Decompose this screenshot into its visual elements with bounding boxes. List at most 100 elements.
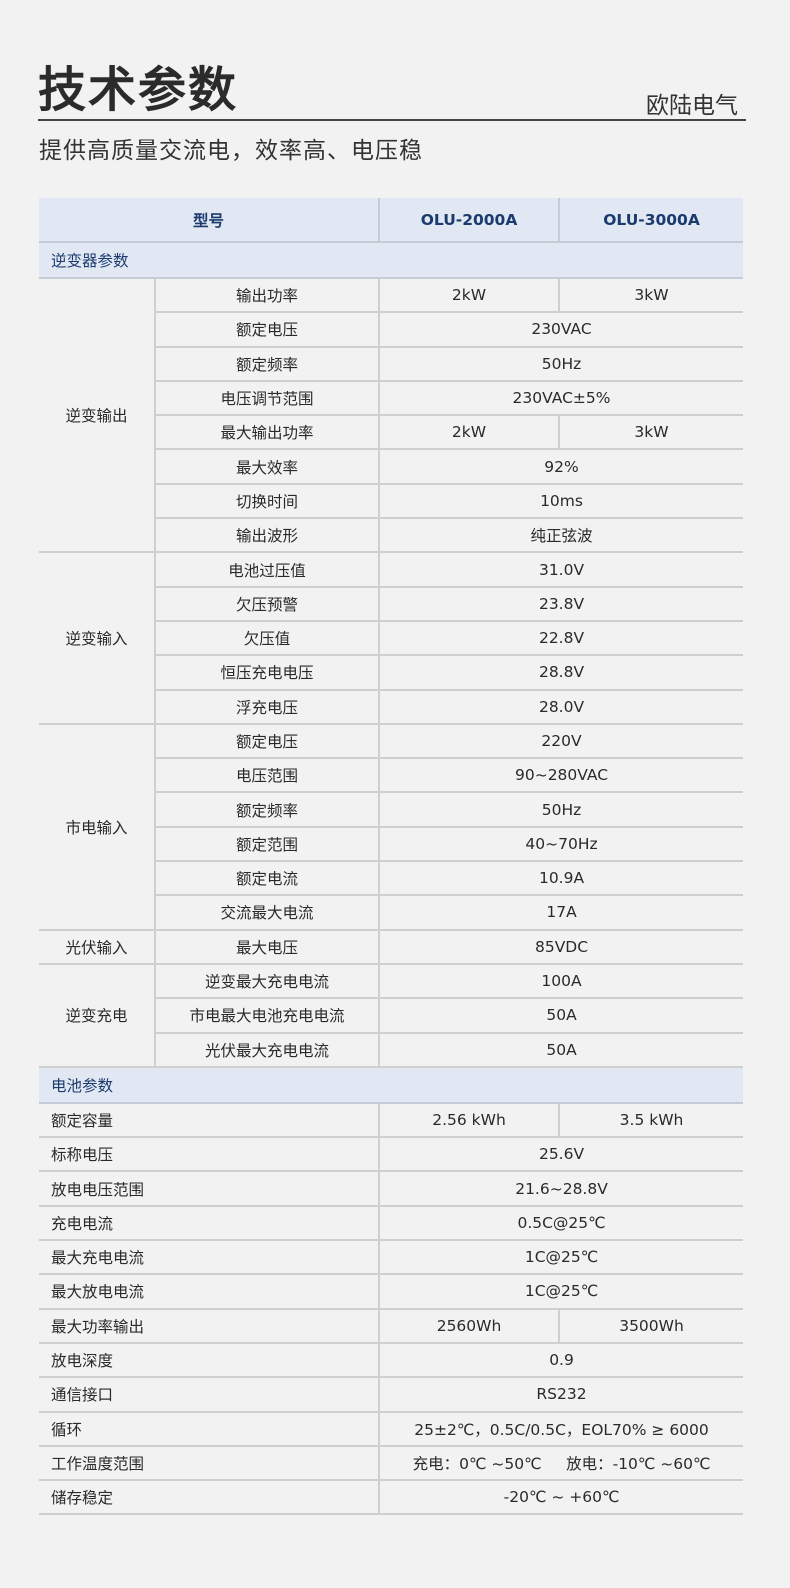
table-row: 放电电压范围 21.6~28.8V	[39, 1171, 744, 1207]
table-row: 欠压值 22.8V	[39, 620, 744, 657]
section-row: 逆变器参数	[39, 242, 744, 279]
table-row: 光伏输入 最大电压 85VDC	[39, 929, 744, 965]
param-name: 额定范围	[153, 826, 380, 863]
section-title: 电池参数	[39, 1066, 744, 1104]
param-name: 欠压预警	[153, 586, 380, 622]
param-value: 10.9A	[378, 861, 744, 897]
param-value: 25±2℃，0.5C/0.5C，EOL70% ≥ 6000	[378, 1411, 744, 1447]
model-name: OLU-2000A	[378, 198, 560, 243]
table-row: 电压调节范围 230VAC±5%	[39, 380, 744, 417]
table-row: 循环 25±2℃，0.5C/0.5C，EOL70% ≥ 6000	[39, 1411, 744, 1447]
param-value: 2560Wh	[378, 1308, 560, 1344]
page-title: 技术参数	[38, 62, 239, 118]
param-name: 恒压充电电压	[153, 655, 380, 691]
table-row: 逆变充电 逆变最大充电电流 100A	[39, 963, 744, 1068]
param-value: 0.9	[378, 1342, 744, 1379]
param-name: 放电电压范围	[39, 1171, 380, 1207]
param-name: 最大放电电流	[39, 1274, 380, 1310]
param-name: 额定频率	[153, 346, 380, 382]
table-row: 市电输入 额定电压 220V	[39, 723, 744, 931]
param-value: 50Hz	[378, 346, 744, 382]
table-row: 最大效率 92%	[39, 449, 744, 485]
param-value: 1C@25℃	[378, 1240, 744, 1276]
param-name: 工作温度范围	[39, 1445, 380, 1482]
param-value: 3.5 kWh	[558, 1102, 744, 1139]
table-row: 最大功率输出 2560Wh 3500Wh	[39, 1308, 744, 1344]
table-row: 最大充电电流 1C@25℃	[39, 1240, 744, 1276]
param-name: 电压范围	[153, 758, 380, 794]
param-name: 欠压值	[153, 620, 380, 657]
param-value: 22.8V	[378, 620, 744, 657]
table-row: 额定频率 50Hz	[39, 346, 744, 382]
param-name: 额定电流	[153, 861, 380, 897]
table-row: 电压范围 90~280VAC	[39, 758, 744, 794]
table-row: 欠压预警 23.8V	[39, 586, 744, 622]
page-subtitle: 提供高质量交流电，效率高、电压稳	[39, 138, 423, 164]
table-row: 光伏最大充电电流 50A	[39, 1032, 744, 1068]
group-label: 逆变输入	[39, 552, 155, 725]
param-value: 3kW	[558, 415, 744, 451]
group-label: 逆变输出	[39, 278, 155, 554]
table-row: 额定电流 10.9A	[39, 861, 744, 897]
table-row: 最大放电电流 1C@25℃	[39, 1274, 744, 1310]
table-row: 通信接口 RS232	[39, 1377, 744, 1413]
param-value: 17A	[378, 895, 744, 931]
table-row: 浮充电压 28.0V	[39, 689, 744, 725]
group-label: 市电输入	[39, 723, 155, 931]
param-value: 100A	[378, 963, 744, 1000]
param-value: 充电：0℃ ~50℃ 放电：-10℃ ~60℃	[378, 1445, 744, 1482]
param-value: -20℃ ~ +60℃	[378, 1480, 744, 1516]
param-name: 浮充电压	[153, 689, 380, 725]
param-name: 输出波形	[153, 518, 380, 554]
section-title: 逆变器参数	[39, 242, 744, 279]
table-row: 额定容量 2.56 kWh 3.5 kWh	[39, 1102, 744, 1139]
param-value: 2.56 kWh	[378, 1102, 560, 1139]
brand-name: 欧陆电气	[646, 93, 738, 119]
param-value: 23.8V	[378, 586, 744, 622]
param-name: 额定电压	[153, 312, 380, 348]
param-value: 1C@25℃	[378, 1274, 744, 1310]
param-name: 最大功率输出	[39, 1308, 380, 1344]
table-row: 逆变输入 电池过压值 31.0V	[39, 552, 744, 725]
table-row: 市电最大电池充电电流 50A	[39, 998, 744, 1034]
table-row: 逆变输出 输出功率 2kW 3kW	[39, 278, 744, 554]
table-row: 额定电压 230VAC	[39, 312, 744, 348]
param-name: 最大输出功率	[153, 415, 380, 451]
param-name: 循环	[39, 1411, 380, 1447]
table-row: 恒压充电电压 28.8V	[39, 655, 744, 691]
param-value: 50A	[378, 998, 744, 1034]
table-row: 交流最大电流 17A	[39, 895, 744, 931]
table-row: 标称电压 25.6V	[39, 1137, 744, 1173]
table-row: 放电深度 0.9	[39, 1342, 744, 1379]
model-label: 型号	[39, 198, 380, 243]
section-row: 电池参数	[39, 1066, 744, 1104]
param-name: 放电深度	[39, 1342, 380, 1379]
param-name: 交流最大电流	[153, 895, 380, 931]
param-value: RS232	[378, 1377, 744, 1413]
param-value: 220V	[378, 723, 744, 760]
param-name: 最大充电电流	[39, 1240, 380, 1276]
param-name: 最大效率	[153, 449, 380, 485]
param-value: 230VAC	[378, 312, 744, 348]
param-name: 储存稳定	[39, 1480, 380, 1516]
table-row: 额定频率 50Hz	[39, 792, 744, 828]
table-row: 工作温度范围 充电：0℃ ~50℃ 放电：-10℃ ~60℃	[39, 1445, 744, 1482]
param-name: 逆变最大充电电流	[153, 963, 380, 1000]
param-value: 2kW	[378, 278, 560, 314]
param-name: 额定容量	[39, 1102, 380, 1139]
table-row: 切换时间 10ms	[39, 483, 744, 520]
divider	[38, 119, 746, 121]
param-name: 标称电压	[39, 1137, 380, 1173]
param-value: 10ms	[378, 483, 744, 520]
param-value: 纯正弦波	[378, 518, 744, 554]
param-value: 85VDC	[378, 929, 744, 965]
param-name: 通信接口	[39, 1377, 380, 1413]
model-name: OLU-3000A	[558, 198, 744, 243]
param-value: 3500Wh	[558, 1308, 744, 1344]
param-value: 3kW	[558, 278, 744, 314]
param-name: 额定电压	[153, 723, 380, 760]
param-value: 40~70Hz	[378, 826, 744, 863]
param-name: 额定频率	[153, 792, 380, 828]
param-value: 92%	[378, 449, 744, 485]
